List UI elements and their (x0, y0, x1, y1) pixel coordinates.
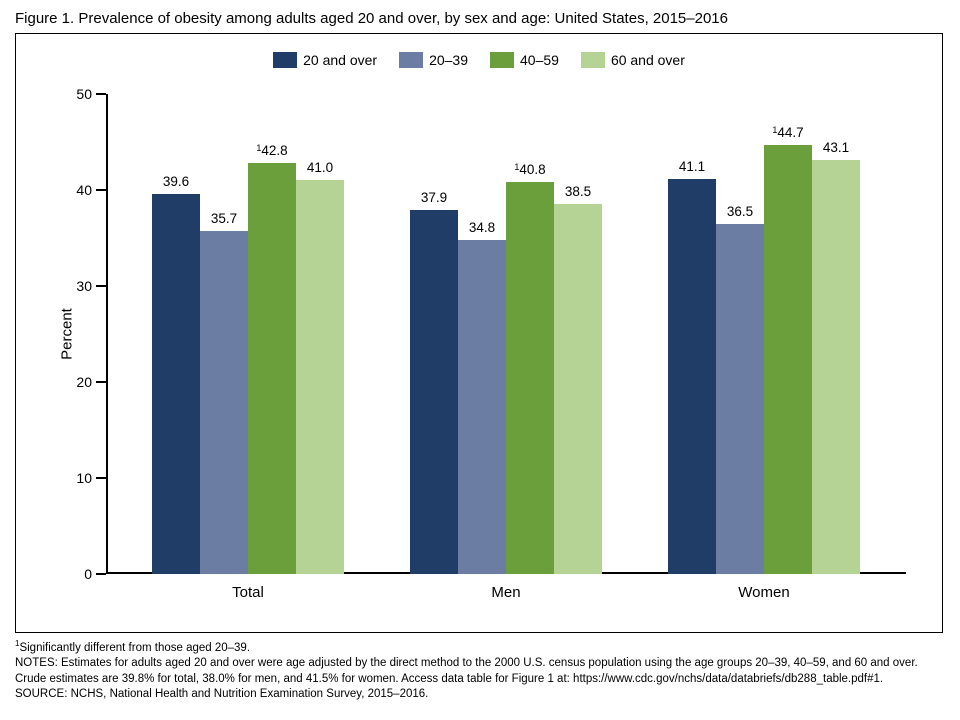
x-tick-label: Women (738, 584, 789, 601)
legend-label: 60 and over (611, 52, 685, 68)
footnote-significance: 1Significantly different from those aged… (15, 639, 945, 656)
bar: 38.5 (554, 204, 602, 574)
bar-value-label: 36.5 (727, 204, 753, 219)
y-tick (96, 573, 106, 575)
bar-value-label: 43.1 (823, 140, 849, 155)
legend-label: 20–39 (429, 52, 468, 68)
y-tick (96, 189, 106, 191)
bar-value-label: 35.7 (211, 211, 237, 226)
bar: 37.9 (410, 210, 458, 574)
footnote-source: SOURCE: NCHS, National Health and Nutrit… (15, 687, 945, 703)
chart-frame: 20 and over 20–39 40–59 60 and over Percent… (15, 33, 943, 633)
bar-value-label: 39.6 (163, 174, 189, 189)
bar-group: 37.934.8140.838.5 (410, 182, 602, 574)
bar-group: 39.635.7142.841.0 (152, 163, 344, 574)
bar: 39.6 (152, 194, 200, 574)
plot-area: Percent 0102030405039.635.7142.841.0Tota… (106, 94, 906, 574)
x-tick-label: Total (232, 584, 264, 601)
bar: 34.8 (458, 240, 506, 574)
bar-value-label: 142.8 (256, 143, 287, 158)
bar-value-label: 37.9 (421, 190, 447, 205)
figure-title: Figure 1. Prevalence of obesity among ad… (15, 10, 945, 27)
bar: 41.1 (668, 179, 716, 574)
y-tick (96, 285, 106, 287)
bar-value-label: 41.0 (307, 160, 333, 175)
bar: 144.7 (764, 145, 812, 574)
bar-group: 41.136.5144.743.1 (668, 145, 860, 574)
bar: 43.1 (812, 160, 860, 574)
x-tick-label: Men (491, 584, 520, 601)
bar: 140.8 (506, 182, 554, 574)
legend-swatch (273, 52, 297, 68)
bar-value-label: 41.1 (679, 159, 705, 174)
y-axis (106, 94, 108, 574)
bar: 41.0 (296, 180, 344, 574)
legend-swatch (399, 52, 423, 68)
legend-swatch (490, 52, 514, 68)
bar: 35.7 (200, 231, 248, 574)
bar-value-label: 140.8 (514, 162, 545, 177)
bar: 142.8 (248, 163, 296, 574)
bar-value-label: 34.8 (469, 220, 495, 235)
y-axis-label: Percent (58, 308, 75, 360)
y-tick-label: 0 (84, 566, 92, 582)
y-tick (96, 381, 106, 383)
y-tick-label: 10 (76, 470, 92, 486)
y-tick-label: 50 (76, 86, 92, 102)
bar-value-label: 38.5 (565, 184, 591, 199)
legend-label: 20 and over (303, 52, 377, 68)
y-tick-label: 30 (76, 278, 92, 294)
legend-item: 20–39 (399, 52, 468, 68)
y-tick (96, 477, 106, 479)
legend-swatch (581, 52, 605, 68)
y-tick (96, 93, 106, 95)
legend: 20 and over 20–39 40–59 60 and over (16, 52, 942, 68)
legend-item: 60 and over (581, 52, 685, 68)
footnote-notes: NOTES: Estimates for adults aged 20 and … (15, 656, 945, 687)
bar: 36.5 (716, 224, 764, 574)
y-tick-label: 20 (76, 374, 92, 390)
legend-item: 40–59 (490, 52, 559, 68)
legend-item: 20 and over (273, 52, 377, 68)
footnotes: 1Significantly different from those aged… (15, 639, 945, 703)
y-tick-label: 40 (76, 182, 92, 198)
legend-label: 40–59 (520, 52, 559, 68)
bar-value-label: 144.7 (772, 125, 803, 140)
